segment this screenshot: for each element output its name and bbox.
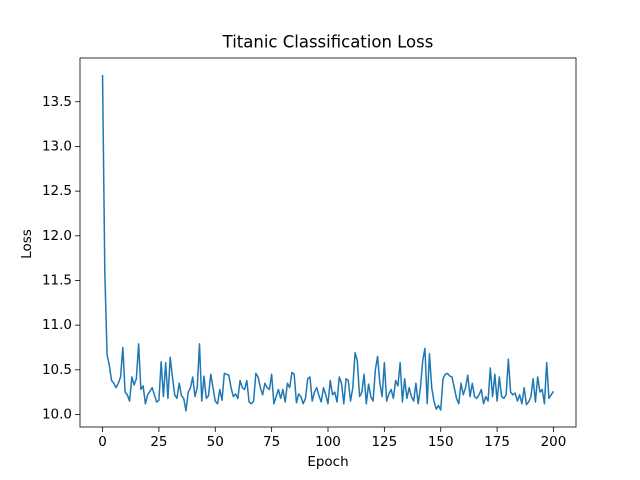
y-tick-label: 13.5 <box>42 94 72 110</box>
x-tick-label: 125 <box>371 434 397 450</box>
y-tick-label: 10.5 <box>42 362 72 378</box>
x-tick-label: 150 <box>428 434 454 450</box>
y-tick-label: 11.5 <box>42 272 72 288</box>
y-tick-label: 13.0 <box>42 138 72 154</box>
y-tick-label: 12.0 <box>42 228 72 244</box>
y-tick-label: 12.5 <box>42 183 72 199</box>
x-tick-label: 175 <box>484 434 510 450</box>
x-tick-label: 75 <box>263 434 280 450</box>
x-axis-label: Epoch <box>307 454 348 470</box>
chart-title: Titanic Classification Loss <box>222 33 434 52</box>
plot-frame <box>79 57 577 428</box>
x-tick-label: 50 <box>207 434 224 450</box>
y-tick-label: 10.0 <box>42 406 72 422</box>
line <box>101 74 555 412</box>
x-tick-label: 0 <box>98 434 107 450</box>
x-tick-label: 25 <box>150 434 167 450</box>
y-axis-label: Loss <box>19 229 35 259</box>
x-tick-label: 200 <box>541 434 567 450</box>
x-tick-label: 100 <box>315 434 341 450</box>
y-tick-label: 11.0 <box>42 317 72 333</box>
